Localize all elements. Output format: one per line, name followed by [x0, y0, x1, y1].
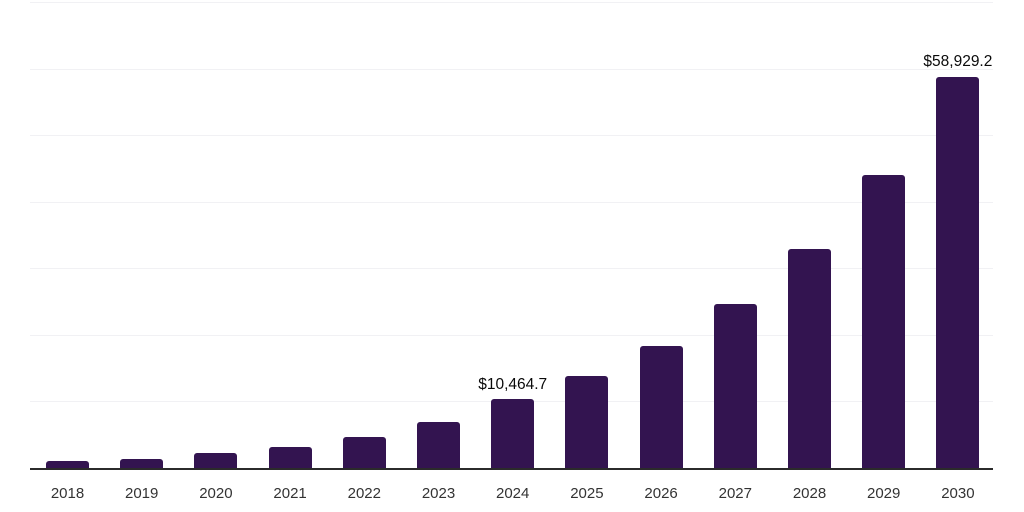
- x-tick-2030: 2030: [941, 485, 975, 502]
- x-tick-2027: 2027: [718, 485, 752, 502]
- x-tick-2023: 2023: [421, 485, 456, 502]
- x-tick-2020: 2020: [199, 485, 233, 502]
- gridline-50000: [30, 135, 993, 137]
- bar-2030: [936, 76, 980, 469]
- x-axis-line: [30, 468, 993, 470]
- bar-2018: [46, 460, 89, 469]
- gridline-40000: [30, 201, 993, 203]
- x-tick-2022: 2022: [347, 485, 381, 502]
- bar-2027: [713, 304, 757, 469]
- bar-2025: [565, 376, 609, 469]
- bar-2028: [788, 249, 831, 469]
- x-tick-2029: 2029: [867, 485, 901, 502]
- bar-2024: [491, 399, 535, 469]
- x-tick-2024: 2024: [496, 485, 530, 502]
- plot-area: $10,464.7 $58,929.2: [30, 2, 993, 469]
- bar-2023: [417, 422, 460, 469]
- bar-value-label-2030: $58,929.2: [923, 53, 993, 71]
- gridline-20000: [30, 334, 993, 336]
- bar-2021: [268, 447, 312, 469]
- bar-2029: [862, 175, 906, 469]
- x-tick-2028: 2028: [792, 485, 827, 502]
- gridline-60000: [30, 68, 993, 70]
- bar-2019: [120, 458, 164, 469]
- x-tick-2025: 2025: [570, 485, 604, 502]
- bar-value-label-2024: $10,464.7: [478, 375, 548, 393]
- gridline-70000: [30, 2, 993, 3]
- gridline-30000: [30, 268, 993, 270]
- x-tick-2021: 2021: [273, 485, 307, 502]
- bar-2026: [639, 345, 683, 469]
- bar-2022: [342, 437, 386, 469]
- x-tick-2019: 2019: [125, 485, 159, 502]
- x-tick-2026: 2026: [644, 485, 678, 502]
- bar-2020: [194, 453, 238, 469]
- x-tick-2018: 2018: [50, 485, 85, 502]
